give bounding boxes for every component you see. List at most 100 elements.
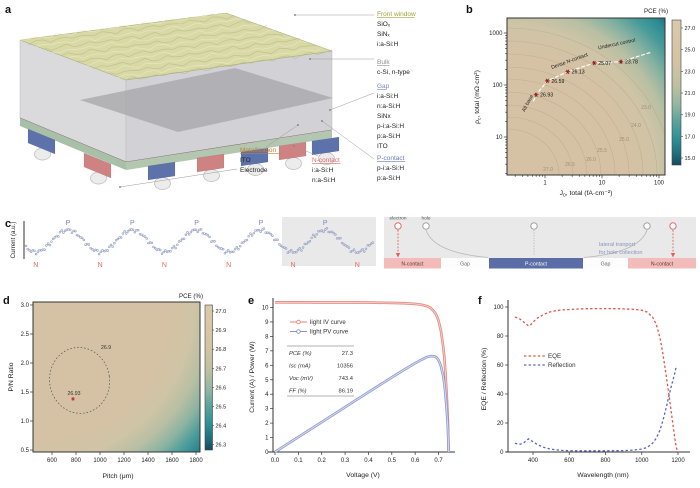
layer-item-label: SiNx <box>377 113 391 120</box>
wave-point <box>288 250 291 253</box>
point-label: 26.93 <box>68 391 81 397</box>
wave-point <box>206 234 210 237</box>
y-tick-label: 80 <box>497 334 504 340</box>
reflection-curve <box>514 365 678 452</box>
table-param-name: FF (%) <box>289 389 307 395</box>
texture-stroke <box>19 13 227 41</box>
wave-point <box>359 249 363 252</box>
segment-label: N-contact <box>401 262 424 268</box>
layer-label-group: Metallization ITO Electrode <box>240 147 281 174</box>
n-contact-pad <box>196 153 225 173</box>
wave-point <box>278 243 281 246</box>
y-tick-label: 3 <box>265 407 269 413</box>
leader-dot <box>321 120 323 122</box>
y-axis-title: ρc, total (mΩ·cm²) <box>474 70 483 124</box>
x-axis-title: Voltage (V) <box>346 472 380 479</box>
hole-icon <box>422 222 430 230</box>
y-tick-label: 1.0 <box>21 419 30 425</box>
wave-point <box>225 250 228 254</box>
texture-stroke <box>101 40 308 72</box>
wave-point <box>182 237 186 240</box>
eqe-curve <box>514 307 679 453</box>
layer-label-group: Gap i:a-Si:H n:a-Si:H SiNx p-i:a-Si:H p:a-Si:… <box>377 83 404 150</box>
texture-stroke <box>93 37 300 70</box>
wave-point <box>361 247 364 251</box>
p-region-label: P <box>130 220 135 227</box>
arrowhead <box>395 253 401 258</box>
y-tick-label: 1 <box>265 436 269 442</box>
layer-label-group: P-contact p-i:a-Si:H p:a-Si:H <box>377 155 406 182</box>
layer-group-title: P-contact <box>377 155 405 162</box>
wave-point <box>252 231 256 235</box>
legend-marker-icon <box>296 329 301 334</box>
wave-point <box>313 235 317 239</box>
data-point-star <box>533 92 539 97</box>
layer-item-label: ITO <box>240 157 251 164</box>
x-axis-title: J0, total (fA·cm⁻²) <box>560 190 613 199</box>
wave-point <box>62 231 65 234</box>
wave-point <box>87 243 91 246</box>
x-tick-label: 800 <box>600 458 611 464</box>
wave-point <box>284 247 288 250</box>
wave-point <box>262 227 266 230</box>
colorbar-label: 21.0 <box>685 91 696 97</box>
wave-point <box>223 252 227 255</box>
layer-item-label: i:a-Si:H <box>312 167 334 174</box>
colorbar-title: PCE (%) <box>179 293 203 300</box>
wave-point <box>164 249 167 252</box>
wave-point <box>357 251 361 254</box>
gap-segment <box>583 258 628 269</box>
p-contact-bar <box>489 258 583 269</box>
segment-label: Gap <box>601 262 611 268</box>
legend-label: light PV curve <box>310 329 349 336</box>
wave-point <box>186 231 189 234</box>
layer-group-title: N-contact <box>312 157 340 164</box>
layer-item-label: i:a-Si:H <box>377 41 399 48</box>
base-layer-left <box>20 118 126 170</box>
wave-point <box>369 242 373 246</box>
wave-point <box>96 249 99 252</box>
wave-point <box>325 226 329 230</box>
wave-point <box>216 245 220 249</box>
wave-point <box>276 238 279 242</box>
wave-point <box>108 245 111 249</box>
layer-item-label: i:a-Si:H <box>377 93 399 100</box>
x-tick-label: 1200 <box>117 458 131 464</box>
wave-point <box>29 250 33 254</box>
colorbar-title: PCE (%) <box>644 8 668 15</box>
texture-stroke <box>68 29 275 59</box>
point-label: 25.07 <box>598 61 611 67</box>
panel-label-e: e <box>248 295 255 307</box>
y-tick-label: 7 <box>265 349 269 355</box>
panel-label-c: c <box>5 218 12 230</box>
wave-point <box>271 234 274 237</box>
wave-point <box>347 246 351 249</box>
leader-line <box>265 124 299 148</box>
contour-label: 23.0 <box>641 105 651 111</box>
wave-point <box>179 239 182 242</box>
leader-dot <box>297 124 299 126</box>
layer-item-label: ITO <box>377 143 388 150</box>
electron-icon <box>394 222 402 230</box>
wave-point <box>114 238 118 242</box>
plot-frame <box>32 301 201 453</box>
x-tick-label: 800 <box>71 458 82 464</box>
x-tick-label: 10 <box>599 181 606 187</box>
layer-item-label: p-i:a-Si:H <box>377 123 404 130</box>
table-param-value: 743.4 <box>338 376 353 382</box>
y-tick-label: 8 <box>265 334 269 340</box>
wave-point <box>269 232 273 236</box>
wave-point <box>176 243 179 246</box>
leader-line <box>321 120 375 160</box>
x-tick-label: 1600 <box>165 458 179 464</box>
y-tick-label: 100 <box>492 83 503 89</box>
panel-label-a: a <box>5 4 12 16</box>
wave-point <box>70 231 74 235</box>
wave-point <box>34 252 38 256</box>
n-contact-pad <box>83 152 112 179</box>
n-region-label: N <box>355 262 360 269</box>
bulk-bottom-face <box>80 68 333 132</box>
contour-label: 24.0 <box>631 123 641 129</box>
x-axis-title: Pitch (μm) <box>102 473 133 480</box>
electron-icon <box>669 222 677 230</box>
